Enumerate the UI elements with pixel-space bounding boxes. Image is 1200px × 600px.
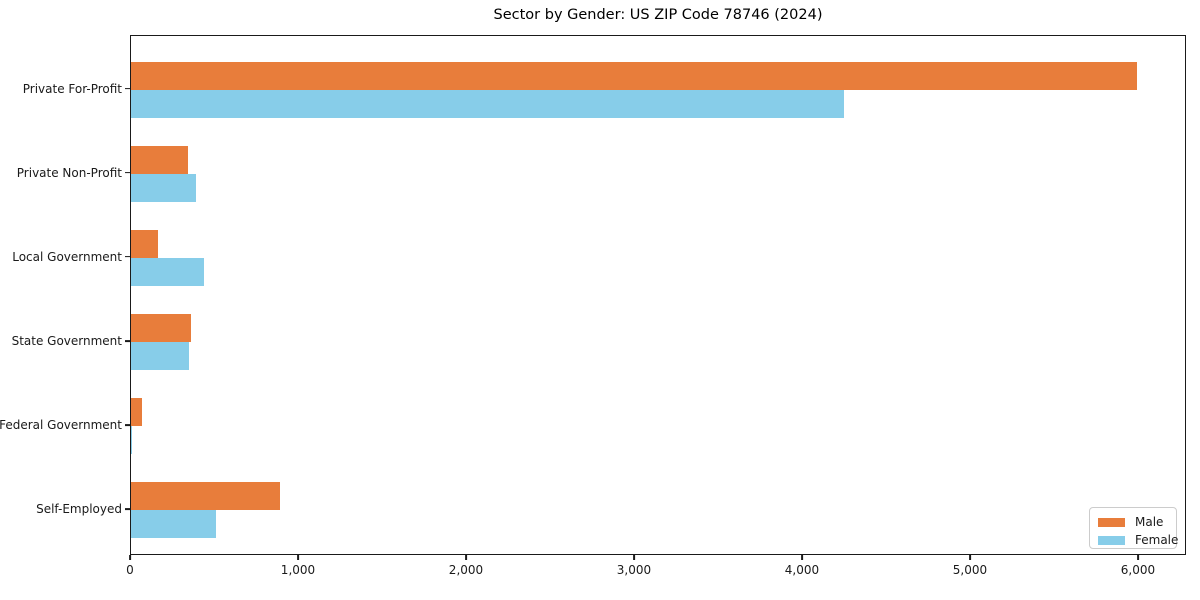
legend-swatch-male — [1098, 517, 1125, 527]
x-tick-mark-3000 — [633, 555, 635, 560]
x-tick-label-4000: 4,000 — [784, 563, 820, 577]
plot-area: Male Female — [130, 35, 1186, 555]
x-tick-label-3000: 3,000 — [616, 563, 652, 577]
y-tick-label-local-government: Local Government — [12, 249, 122, 264]
x-tick-mark-0 — [129, 555, 131, 560]
legend-label-male: Male — [1135, 515, 1164, 529]
bar-male-local-government — [131, 229, 158, 258]
y-tick-label-self-employed: Self-Employed — [36, 502, 122, 516]
y-tick-label-federal-government: Federal Government — [0, 417, 122, 432]
bar-male-self-employed — [131, 482, 280, 510]
x-tick-mark-2000 — [465, 555, 467, 560]
chart-title: Sector by Gender: US ZIP Code 78746 (202… — [493, 7, 823, 23]
bar-male-state-government — [131, 313, 191, 342]
legend-item-female: Female — [1098, 532, 1178, 548]
y-tick-mark-private-non-profit — [125, 171, 130, 174]
bar-female-private-for-profit — [131, 89, 844, 118]
bar-female-federal-government — [131, 425, 132, 454]
bar-male-private-non-profit — [131, 145, 188, 174]
bar-male-private-for-profit — [131, 61, 1137, 90]
x-tick-mark-5000 — [969, 555, 971, 560]
y-tick-label-private-for-profit: Private For-Profit — [22, 81, 122, 96]
x-tick-mark-1000 — [297, 555, 299, 560]
y-tick-mark-local-government — [125, 255, 130, 258]
y-tick-mark-federal-government — [125, 423, 130, 426]
y-tick-mark-state-government — [125, 339, 130, 342]
x-tick-label-6000: 6,000 — [1120, 563, 1156, 577]
y-tick-mark-private-for-profit — [125, 87, 130, 90]
x-tick-mark-4000 — [801, 555, 803, 560]
legend-item-male: Male — [1098, 514, 1168, 530]
y-tick-mark-self-employed — [125, 508, 130, 510]
bar-male-federal-government — [131, 397, 142, 426]
bar-female-state-government — [131, 341, 189, 370]
bar-female-local-government — [131, 257, 204, 286]
x-tick-label-1000: 1,000 — [280, 563, 316, 577]
legend-swatch-female — [1098, 535, 1125, 545]
bar-female-self-employed — [131, 510, 216, 538]
legend-label-female: Female — [1135, 533, 1179, 547]
bar-female-private-non-profit — [131, 173, 196, 202]
x-tick-label-5000: 5,000 — [952, 563, 988, 577]
legend: Male Female — [1089, 507, 1178, 549]
y-tick-label-private-non-profit: Private Non-Profit — [16, 165, 122, 180]
y-tick-label-state-government: State Government — [11, 333, 122, 348]
x-tick-mark-6000 — [1137, 555, 1139, 560]
x-tick-label-2000: 2,000 — [448, 563, 484, 577]
x-tick-label-0: 0 — [126, 563, 134, 577]
